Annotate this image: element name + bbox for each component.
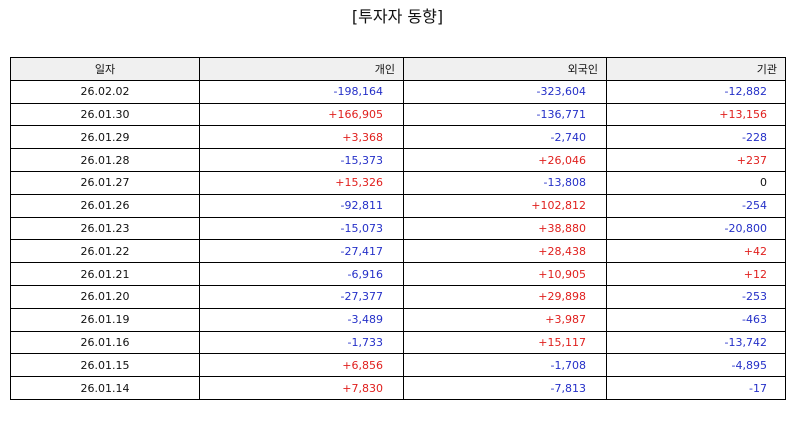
date-cell: 26.02.02 (10, 79, 200, 104)
table-row: 26.01.14 +7,830 -7,813 -17 (10, 376, 786, 400)
foreign-cell: +15,117 (403, 330, 607, 355)
institution-cell: -463 (606, 307, 786, 332)
individual-cell: -1,733 (199, 330, 404, 355)
foreign-cell: -7,813 (403, 376, 607, 400)
header-individual: 개인 (199, 57, 404, 81)
individual-cell: -92,811 (199, 193, 404, 218)
foreign-cell: -136,771 (403, 102, 607, 127)
individual-cell: -6,916 (199, 262, 404, 286)
date-cell: 26.01.21 (10, 262, 200, 286)
table-row: 26.01.30 +166,905 -136,771 +13,156 (10, 102, 786, 127)
institution-cell: -17 (606, 376, 786, 400)
foreign-cell: +10,905 (403, 262, 607, 286)
table-row: 26.01.21 -6,916 +10,905 +12 (10, 262, 786, 286)
date-cell: 26.01.19 (10, 307, 200, 332)
institution-cell: 0 (606, 170, 786, 195)
table-row: 26.01.28 -15,373 +26,046 +237 (10, 148, 786, 172)
individual-cell: +15,326 (199, 170, 404, 195)
individual-cell: +166,905 (199, 102, 404, 127)
institution-cell: +42 (606, 239, 786, 264)
date-cell: 26.01.20 (10, 284, 200, 309)
institution-cell: -12,882 (606, 79, 786, 104)
individual-cell: +6,856 (199, 353, 404, 378)
date-cell: 26.01.26 (10, 193, 200, 218)
individual-cell: -198,164 (199, 79, 404, 104)
individual-cell: -3,489 (199, 307, 404, 332)
institution-cell: -4,895 (606, 353, 786, 378)
individual-cell: -15,073 (199, 216, 404, 241)
institution-cell: -253 (606, 284, 786, 309)
foreign-cell: +26,046 (403, 148, 607, 172)
date-cell: 26.01.27 (10, 170, 200, 195)
foreign-cell: -1,708 (403, 353, 607, 378)
table-header-row: 일자 개인 외국인 기관 (10, 57, 786, 81)
table-row: 26.01.26 -92,811 +102,812 -254 (10, 193, 786, 218)
institution-cell: -228 (606, 125, 786, 150)
investor-trend-table: 일자 개인 외국인 기관 26.02.02 -198,164 -323,604 -12… (10, 57, 786, 400)
foreign-cell: +102,812 (403, 193, 607, 218)
individual-cell: -27,417 (199, 239, 404, 264)
individual-cell: +7,830 (199, 376, 404, 400)
institution-cell: +12 (606, 262, 786, 286)
foreign-cell: -2,740 (403, 125, 607, 150)
individual-cell: -27,377 (199, 284, 404, 309)
institution-cell: -13,742 (606, 330, 786, 355)
table-row: 26.02.02 -198,164 -323,604 -12,882 (10, 79, 786, 104)
institution-cell: -20,800 (606, 216, 786, 241)
date-cell: 26.01.22 (10, 239, 200, 264)
foreign-cell: +28,438 (403, 239, 607, 264)
header-date: 일자 (10, 57, 200, 81)
date-cell: 26.01.23 (10, 216, 200, 241)
date-cell: 26.01.30 (10, 102, 200, 127)
foreign-cell: -13,808 (403, 170, 607, 195)
institution-cell: +237 (606, 148, 786, 172)
table-body: 26.02.02 -198,164 -323,604 -12,882 26.01.30 +… (10, 79, 786, 400)
date-cell: 26.01.16 (10, 330, 200, 355)
table-row: 26.01.27 +15,326 -13,808 0 (10, 170, 786, 195)
individual-cell: -15,373 (199, 148, 404, 172)
page-title: [투자자 동향] (351, 7, 444, 26)
institution-cell: +13,156 (606, 102, 786, 127)
date-cell: 26.01.29 (10, 125, 200, 150)
header-institution: 기관 (606, 57, 786, 81)
foreign-cell: +3,987 (403, 307, 607, 332)
date-cell: 26.01.15 (10, 353, 200, 378)
foreign-cell: -323,604 (403, 79, 607, 104)
date-cell: 26.01.14 (10, 376, 200, 400)
date-cell: 26.01.28 (10, 148, 200, 172)
table-row: 26.01.22 -27,417 +28,438 +42 (10, 239, 786, 264)
table-row: 26.01.19 -3,489 +3,987 -463 (10, 307, 786, 332)
individual-cell: +3,368 (199, 125, 404, 150)
header-foreign: 외국인 (403, 57, 607, 81)
table-row: 26.01.15 +6,856 -1,708 -4,895 (10, 353, 786, 378)
table-row: 26.01.16 -1,733 +15,117 -13,742 (10, 330, 786, 355)
institution-cell: -254 (606, 193, 786, 218)
foreign-cell: +38,880 (403, 216, 607, 241)
table-row: 26.01.29 +3,368 -2,740 -228 (10, 125, 786, 150)
table-row: 26.01.20 -27,377 +29,898 -253 (10, 284, 786, 309)
table-row: 26.01.23 -15,073 +38,880 -20,800 (10, 216, 786, 241)
foreign-cell: +29,898 (403, 284, 607, 309)
